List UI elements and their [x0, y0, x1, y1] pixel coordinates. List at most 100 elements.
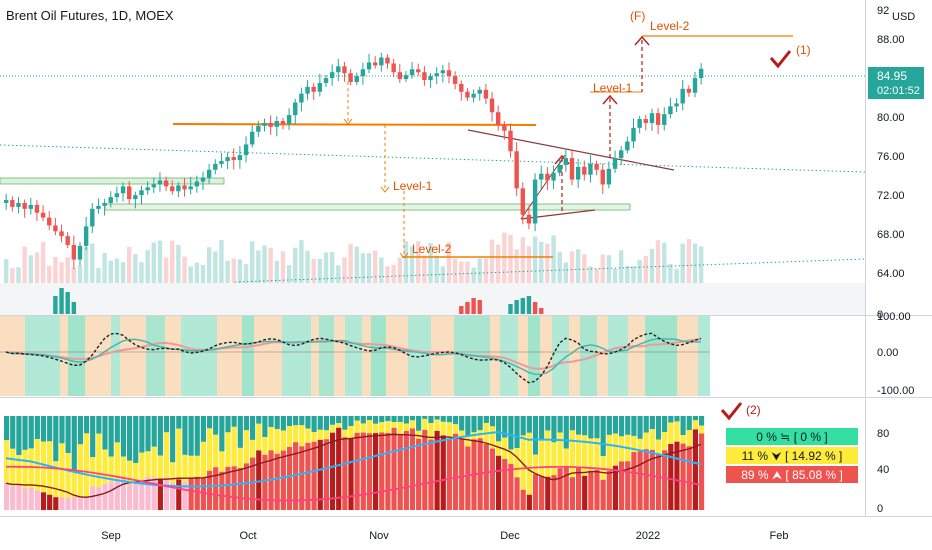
dist-bar-teal	[225, 416, 231, 433]
oscillator-zone	[608, 316, 628, 396]
candle-body	[182, 185, 187, 190]
candle-body	[243, 144, 249, 156]
dist-bar-red	[526, 494, 532, 510]
candle-body	[108, 197, 113, 203]
volume-bar	[323, 252, 329, 283]
volume-bar	[539, 241, 544, 283]
volume-bar	[317, 258, 323, 283]
candle-body	[582, 166, 587, 175]
dist-bar-yellow	[219, 451, 225, 472]
dist-bar-yellow	[53, 461, 59, 498]
dist-bar-red	[139, 479, 145, 510]
candle-body	[489, 98, 495, 113]
candle-body	[200, 177, 206, 182]
candle-body	[10, 200, 15, 207]
dist-bar-teal	[520, 416, 526, 436]
candle-body	[96, 205, 101, 209]
dist-bar-teal	[496, 416, 502, 442]
dist-bar-teal	[83, 416, 90, 434]
candle-body	[53, 225, 58, 232]
dist-bar-teal	[243, 416, 250, 431]
dist-bar-yellow	[176, 428, 182, 480]
volume-bar	[471, 267, 476, 283]
dist-bar-yellow	[145, 451, 151, 477]
dist-bar-red	[90, 486, 96, 510]
volume-bar	[655, 240, 661, 283]
dist-bar-teal	[65, 416, 71, 454]
dist-bar-red	[422, 429, 428, 510]
volume-pane-bg	[0, 283, 865, 315]
dist-bar-teal	[575, 416, 582, 435]
dist-bar-red	[194, 476, 200, 510]
oscillator-zone	[597, 316, 608, 396]
dist-bar-yellow	[459, 430, 465, 439]
dist-bar-red	[551, 475, 557, 510]
volume-bar	[139, 262, 144, 283]
candle-body	[514, 151, 519, 189]
volume-bar	[213, 251, 218, 283]
candle-body	[59, 231, 64, 237]
dist-bar-teal	[373, 416, 379, 424]
volume-spike	[526, 296, 532, 314]
dist-bar-teal	[127, 416, 133, 461]
dist-bar-red	[354, 432, 360, 510]
dist-bar-red	[34, 490, 40, 510]
volume-bar	[206, 247, 212, 283]
dist-bar-red	[286, 446, 293, 510]
dist-bar-red	[151, 477, 157, 510]
dist-bar-red	[256, 450, 262, 510]
dist-bar-teal	[176, 416, 182, 429]
dist-bar-yellow	[385, 421, 391, 433]
candle-body	[483, 89, 489, 99]
dist-bar-red	[274, 453, 280, 510]
last-price-bg	[868, 67, 924, 99]
candle-body	[305, 86, 310, 94]
dist-bar-red	[514, 477, 520, 510]
dist-bar-teal	[108, 416, 114, 457]
volume-bar	[219, 240, 224, 283]
volume-bar	[22, 246, 27, 283]
volume-tick-0: 0	[877, 309, 883, 321]
candle-body	[348, 73, 353, 82]
dist-bar-teal	[477, 416, 483, 431]
dist-bar-teal	[668, 416, 674, 423]
volume-bar	[360, 253, 366, 283]
volume-bar	[692, 243, 698, 283]
volume-bar	[373, 250, 378, 283]
volume-bar	[182, 256, 187, 283]
ann-mark1: (1)	[796, 43, 811, 57]
dist-bar-teal	[655, 416, 662, 440]
volume-bar	[379, 257, 384, 283]
dist-bar-teal	[151, 416, 157, 447]
orange-level-main	[172, 123, 537, 126]
dist-bar-teal	[625, 416, 631, 435]
dist-bar-teal	[637, 416, 643, 439]
dist-bar-red	[219, 471, 225, 510]
oscillator-zone	[645, 316, 677, 396]
volume-bar	[250, 241, 255, 283]
dist-bar-yellow	[90, 457, 96, 487]
volume-bar	[606, 255, 612, 283]
oscillator-zone	[628, 316, 645, 396]
volume-bar	[385, 266, 390, 283]
dist-bar-yellow	[360, 423, 366, 433]
candle-body	[145, 187, 150, 191]
volume-bar	[354, 246, 359, 283]
dist-bar-teal	[686, 416, 692, 431]
candle-body	[170, 186, 175, 192]
dist-bar-yellow	[194, 455, 200, 477]
volume-bar	[311, 258, 316, 283]
volume-bar	[483, 258, 489, 283]
dist-bar-red	[379, 432, 385, 510]
oscillator-zone	[217, 316, 242, 396]
dist-bar-teal	[612, 416, 619, 434]
volume-bar	[170, 240, 175, 283]
time-label: Nov	[369, 530, 389, 542]
candle-body	[698, 68, 704, 79]
dist-bar-yellow	[163, 432, 170, 478]
dist-bar-yellow	[452, 424, 459, 434]
dist-bar-yellow	[680, 435, 686, 444]
candle-body	[496, 112, 501, 125]
oscillator-zone	[334, 316, 345, 396]
dist-bar-yellow	[286, 426, 293, 447]
